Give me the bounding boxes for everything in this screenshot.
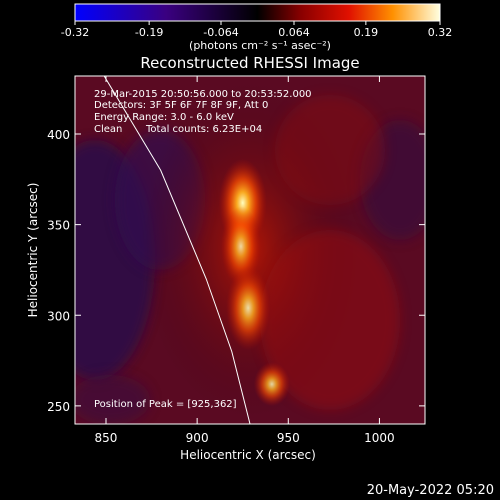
colorbar-unit-label: (photons cm⁻² s⁻¹ asec⁻²) <box>189 39 331 52</box>
colorbar-tick-label: -0.064 <box>203 26 238 39</box>
colorbar-tick-label: -0.32 <box>61 26 89 39</box>
heatmap-area <box>75 76 425 424</box>
y-tick-label: 350 <box>47 219 70 233</box>
chart-title: Reconstructed RHESSI Image <box>140 54 359 72</box>
colorbar-tick-label: 0.32 <box>428 26 453 39</box>
annotation-detectors: Detectors: 3F 5F 6F 7F 8F 9F, Att 0 <box>94 100 268 111</box>
colorbar-tick-label: 0.19 <box>354 26 379 39</box>
footer-date: 20-May-2022 05:20 <box>367 483 494 498</box>
source-blob <box>226 266 271 350</box>
colorbar-tick-label: 0.064 <box>278 26 310 39</box>
annotation-time-range: 29-Mar-2015 20:50:56.000 to 20:53:52.000 <box>94 89 312 100</box>
annotation-counts: Total counts: 6.23E+04 <box>145 124 262 135</box>
annotation-peak: Position of Peak = [925,362] <box>94 399 237 410</box>
annotation-method: Clean <box>94 124 122 135</box>
colorbar <box>74 3 441 22</box>
y-tick-label: 400 <box>47 128 70 142</box>
plot-frame <box>74 75 426 425</box>
sources <box>218 158 290 407</box>
y-axis-label: Heliocentric Y (arcsec) <box>26 183 40 318</box>
annotation-energy: Energy Range: 3.0 - 6.0 keV <box>94 112 234 123</box>
x-tick-label: 900 <box>186 431 209 445</box>
x-tick-label: 1000 <box>364 431 395 445</box>
x-tick-label: 850 <box>95 431 118 445</box>
colorbar-tick-label: -0.19 <box>135 26 163 39</box>
y-tick-label: 300 <box>47 309 70 323</box>
source-blob <box>253 362 290 407</box>
colorbar-ticks: -0.32 -0.19 -0.064 0.064 0.19 0.32 <box>61 21 452 39</box>
solar-limb-curve <box>103 76 251 424</box>
x-axis-label: Heliocentric X (arcsec) <box>180 448 316 462</box>
axis-ticks: 850 900 950 1000 250 300 350 400 <box>47 76 425 445</box>
y-tick-label: 250 <box>47 400 70 414</box>
x-tick-label: 950 <box>277 431 300 445</box>
